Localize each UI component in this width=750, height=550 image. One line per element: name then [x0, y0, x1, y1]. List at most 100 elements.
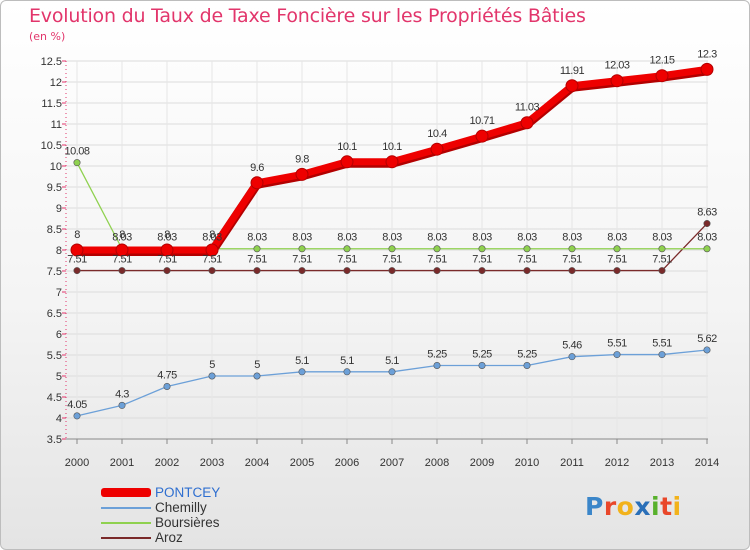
data-label-boursieres: 8.03 — [562, 232, 582, 244]
x-tick-label: 2008 — [425, 457, 449, 469]
legend-swatch-aroz — [101, 536, 151, 539]
logo-letter: i — [672, 492, 682, 521]
x-tick-label: 2007 — [380, 457, 404, 469]
data-point-pontcey — [655, 69, 669, 83]
data-label-pontcey: 9.8 — [295, 153, 309, 165]
data-label-aroz: 7.51 — [112, 254, 132, 266]
data-point-chemilly — [658, 351, 666, 359]
data-label-aroz: 7.51 — [517, 254, 537, 266]
data-point-boursieres — [343, 245, 351, 253]
data-label-aroz: 8.63 — [697, 207, 717, 219]
data-label-aroz: 7.51 — [247, 254, 267, 266]
logo-letter: r — [603, 492, 617, 521]
data-label-chemilly: 4.05 — [67, 399, 87, 411]
x-tick-label: 2011 — [560, 457, 584, 469]
data-point-chemilly — [118, 401, 126, 409]
data-point-chemilly — [343, 368, 351, 376]
data-point-chemilly — [613, 351, 621, 359]
x-tick-label: 2014 — [695, 457, 719, 469]
data-point-boursieres — [613, 245, 621, 253]
data-point-chemilly — [703, 346, 711, 354]
y-tick-label: 7.5 — [47, 266, 62, 278]
data-point-aroz — [703, 220, 711, 228]
y-tick-label: 11.5 — [41, 98, 62, 110]
unit-label: (en %) — [29, 30, 66, 43]
data-label-chemilly: 5.1 — [385, 355, 399, 367]
data-point-pontcey — [610, 74, 624, 88]
data-label-boursieres: 8.03 — [337, 232, 357, 244]
data-point-aroz — [613, 267, 621, 275]
data-label-boursieres: 8.03 — [517, 232, 537, 244]
data-label-aroz: 7.51 — [292, 254, 312, 266]
data-point-pontcey — [115, 243, 129, 257]
data-point-pontcey — [295, 167, 309, 181]
data-label-aroz: 7.51 — [67, 254, 87, 266]
data-point-aroz — [658, 267, 666, 275]
data-point-boursieres — [73, 159, 81, 167]
data-label-boursieres: 8.03 — [607, 232, 627, 244]
data-point-boursieres — [523, 245, 531, 253]
data-label-chemilly: 5.62 — [697, 333, 717, 345]
chart-title: Evolution du Taux de Taxe Foncière sur l… — [29, 5, 586, 27]
data-point-aroz — [118, 267, 126, 275]
data-point-pontcey — [340, 155, 354, 169]
data-point-boursieres — [703, 245, 711, 253]
data-label-aroz: 7.51 — [562, 254, 582, 266]
data-point-chemilly — [73, 412, 81, 420]
data-label-pontcey: 11.91 — [560, 65, 585, 77]
data-point-aroz — [343, 267, 351, 275]
data-point-aroz — [298, 267, 306, 275]
x-tick-label: 2002 — [155, 457, 179, 469]
y-tick-label: 6.5 — [47, 308, 62, 320]
data-point-pontcey — [430, 142, 444, 156]
logo-letter: o — [616, 492, 635, 521]
legend-swatch-boursieres — [101, 521, 151, 524]
data-label-chemilly: 5.1 — [340, 355, 354, 367]
data-label-pontcey: 12.15 — [649, 55, 674, 67]
data-label-boursieres: 8.03 — [652, 232, 672, 244]
data-label-pontcey: 8 — [74, 229, 80, 241]
data-label-pontcey: 8 — [119, 229, 125, 241]
data-point-chemilly — [163, 382, 171, 390]
data-point-aroz — [73, 267, 81, 275]
data-point-pontcey — [475, 129, 489, 143]
x-tick-label: 2010 — [515, 457, 539, 469]
logo-letter: t — [660, 492, 673, 521]
data-label-chemilly: 5.51 — [607, 338, 627, 350]
data-label-aroz: 7.51 — [652, 254, 672, 266]
data-label-chemilly: 4.3 — [115, 388, 129, 400]
x-tick-label: 2000 — [65, 457, 89, 469]
data-label-pontcey: 11.03 — [515, 102, 540, 114]
data-label-pontcey: 10.1 — [337, 141, 357, 153]
data-point-aroz — [433, 267, 441, 275]
data-label-pontcey: 9.6 — [250, 162, 264, 174]
data-label-boursieres: 8.03 — [292, 232, 312, 244]
y-tick-label: 9.5 — [47, 182, 62, 194]
data-point-chemilly — [523, 361, 531, 369]
data-point-chemilly — [208, 372, 216, 380]
data-label-chemilly: 4.75 — [157, 370, 177, 382]
data-label-pontcey: 10.4 — [427, 128, 447, 140]
legend-label-pontcey: PONTCEY — [155, 485, 221, 500]
y-tick-label: 6 — [56, 329, 62, 341]
x-tick-label: 2012 — [605, 457, 629, 469]
data-label-boursieres: 10.08 — [64, 146, 89, 158]
y-tick-label: 3.5 — [47, 434, 62, 446]
data-label-aroz: 7.51 — [337, 254, 357, 266]
y-tick-label: 5 — [56, 371, 62, 383]
legend-swatch-chemilly — [101, 506, 151, 509]
data-point-boursieres — [658, 245, 666, 253]
data-point-aroz — [388, 267, 396, 275]
data-point-boursieres — [568, 245, 576, 253]
y-tick-label: 5.5 — [47, 350, 62, 362]
data-label-aroz: 7.51 — [427, 254, 447, 266]
data-label-aroz: 7.51 — [382, 254, 402, 266]
data-label-boursieres: 8.03 — [472, 232, 492, 244]
legend-label-aroz: Aroz — [155, 530, 183, 545]
legend-swatch-pontcey — [101, 487, 151, 497]
data-label-boursieres: 8.03 — [697, 232, 717, 244]
data-label-chemilly: 5.25 — [427, 349, 447, 361]
data-label-boursieres: 8.03 — [112, 232, 132, 244]
data-label-chemilly: 5.1 — [295, 355, 309, 367]
